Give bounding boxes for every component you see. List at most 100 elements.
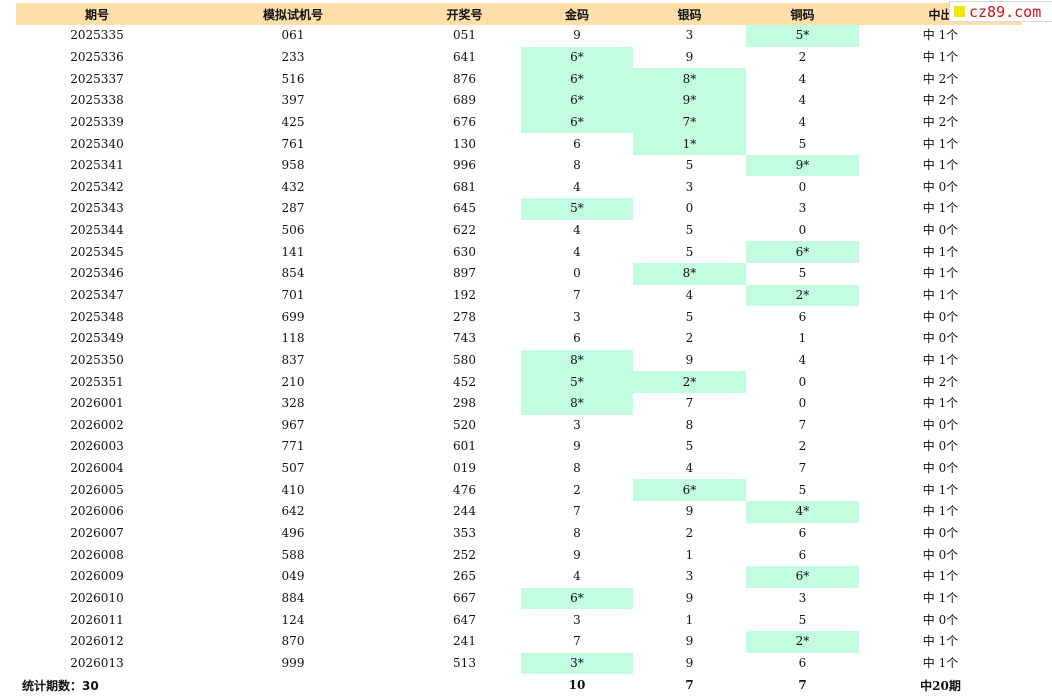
cell-sim: 432 — [281, 179, 305, 194]
footer-empty-draw — [408, 674, 521, 696]
cell-hit: 中 1个 — [922, 569, 959, 584]
cell-draw: 689 — [453, 93, 476, 108]
table-row: 2026003 771 601 9 5 2 中 0个 — [16, 436, 1022, 458]
site-logo-link[interactable]: cz89.com — [949, 1, 1052, 22]
cell-silver: 0 — [685, 201, 694, 216]
table-row: 2025348 699 278 3 5 6 中 0个 — [16, 306, 1022, 328]
cell-silver: 5 — [685, 158, 694, 173]
cell-hit: 中 2个 — [922, 71, 959, 86]
cell-hit: 中 0个 — [922, 223, 959, 238]
cell-bronze: 6 — [798, 655, 807, 670]
cell-gold: 9 — [573, 547, 581, 562]
cell-period: 2026006 — [70, 504, 124, 519]
cell-hit: 中 0个 — [922, 439, 959, 454]
cell-sim: 958 — [281, 158, 305, 173]
cell-draw: 743 — [453, 331, 476, 346]
cell-sim: 118 — [281, 331, 305, 346]
cell-silver: 7 — [685, 396, 694, 411]
cell-silver: 3 — [685, 179, 694, 194]
cell-bronze: 2 — [798, 439, 807, 454]
cell-hit: 中 1个 — [922, 28, 959, 43]
cell-gold: 8 — [573, 526, 581, 541]
cell-period: 2025349 — [70, 331, 124, 346]
cell-hit: 中 2个 — [922, 374, 959, 389]
cell-period: 2026010 — [70, 590, 124, 605]
cell-gold: 8* — [521, 392, 633, 415]
table-row: 2026004 507 019 8 4 7 中 0个 — [16, 458, 1022, 480]
cell-sim: 328 — [281, 396, 305, 411]
cell-sim: 701 — [281, 288, 305, 302]
cell-gold: 8* — [521, 349, 633, 372]
cell-gold: 6* — [521, 111, 633, 134]
cell-period: 2026011 — [70, 612, 124, 627]
cell-period: 2025345 — [70, 244, 124, 259]
cell-silver: 5 — [685, 223, 694, 238]
cell-gold: 6 — [573, 331, 581, 346]
table-row: 2025339 425 676 6* 7* 4 中 2个 — [16, 111, 1022, 134]
cell-period: 2025344 — [70, 223, 124, 238]
cell-period: 2026001 — [70, 396, 124, 411]
cell-draw: 520 — [453, 417, 476, 432]
table-row: 2026007 496 353 8 2 6 中 0个 — [16, 523, 1022, 545]
cell-draw: 876 — [453, 71, 476, 86]
cell-sim: 884 — [281, 590, 305, 605]
cell-bronze: 4 — [798, 71, 807, 86]
cell-period: 2025340 — [70, 136, 124, 151]
table-row: 2025338 397 689 6* 9* 4 中 2个 — [16, 89, 1022, 112]
cell-hit: 中 0个 — [922, 179, 959, 194]
cell-hit: 中 0个 — [922, 547, 959, 562]
cell-bronze: 7 — [798, 461, 807, 476]
table-row: 2026011 124 647 3 1 5 中 0个 — [16, 609, 1022, 631]
cell-bronze: 4 — [798, 93, 807, 108]
cell-period: 2025337 — [70, 71, 124, 86]
table-row: 2025351 210 452 5* 2* 0 中 2个 — [16, 371, 1022, 393]
cell-bronze: 1 — [798, 331, 807, 346]
cell-silver: 1 — [685, 612, 694, 627]
cell-period: 2026005 — [70, 482, 124, 497]
cell-hit: 中 1个 — [922, 482, 959, 497]
cell-sim: 287 — [281, 201, 305, 216]
cell-silver: 2 — [685, 331, 694, 346]
table-row: 2025349 118 743 6 2 1 中 0个 — [16, 328, 1022, 350]
cell-sim: 516 — [281, 71, 305, 86]
cell-sim: 967 — [281, 417, 305, 432]
cell-sim: 506 — [281, 223, 305, 238]
cell-sim: 141 — [281, 244, 305, 259]
table-row: 2026012 870 241 7 9 2* 中 1个 — [16, 630, 1022, 653]
cell-hit: 中 1个 — [922, 590, 959, 605]
cell-gold: 6* — [521, 89, 633, 112]
cell-silver: 9 — [685, 655, 694, 670]
cell-hit: 中 1个 — [922, 266, 959, 281]
cell-period: 2026009 — [70, 569, 124, 584]
cell-period: 2025343 — [70, 201, 124, 216]
cell-draw: 130 — [453, 136, 476, 151]
cell-draw: 244 — [453, 504, 476, 519]
cell-bronze: 5 — [798, 136, 807, 151]
table-row: 2026006 642 244 7 9 4* 中 1个 — [16, 501, 1022, 523]
cell-bronze: 0 — [798, 223, 807, 238]
table-row: 2025337 516 876 6* 8* 4 中 2个 — [16, 68, 1022, 90]
cell-bronze: 6* — [746, 241, 859, 264]
cell-period: 2026013 — [70, 655, 124, 670]
cell-gold: 8 — [573, 158, 581, 173]
footer-hit-total: 中20期 — [920, 678, 961, 693]
cell-period: 2025347 — [70, 288, 124, 302]
cell-draw: 622 — [453, 223, 476, 238]
cell-gold: 6 — [573, 136, 581, 151]
cell-hit: 中 1个 — [922, 396, 959, 411]
cell-silver: 9 — [685, 49, 694, 64]
cell-gold: 3 — [573, 417, 581, 432]
header-bronze: 铜码 — [746, 3, 859, 25]
cell-draw: 580 — [453, 352, 476, 367]
cell-sim: 210 — [281, 374, 305, 389]
table-row: 2025345 141 630 4 5 6* 中 1个 — [16, 241, 1022, 264]
cell-bronze: 5 — [798, 612, 807, 627]
cell-gold: 9 — [573, 439, 581, 454]
cell-draw: 645 — [453, 201, 476, 216]
header-sim: 模拟试机号 — [178, 3, 408, 25]
cell-gold: 5* — [521, 371, 633, 393]
cell-sim: 761 — [281, 136, 305, 151]
cell-gold: 4 — [573, 244, 581, 259]
cell-period: 2026003 — [70, 439, 124, 454]
cell-bronze: 6 — [798, 547, 807, 562]
